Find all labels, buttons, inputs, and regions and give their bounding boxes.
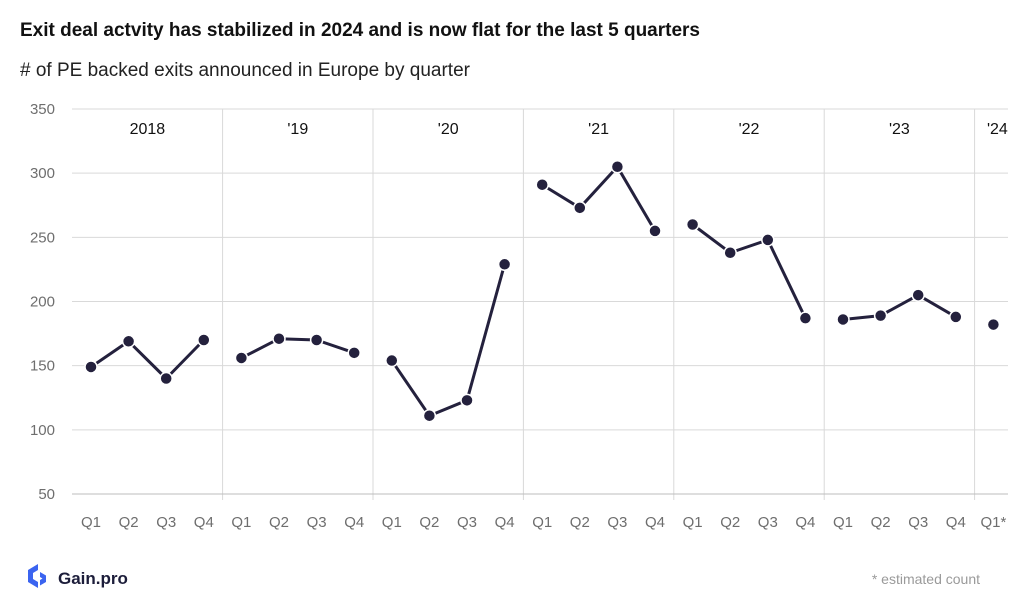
- data-point: [873, 308, 888, 323]
- x-tick-label: Q2: [871, 514, 891, 531]
- year-label: '23: [889, 121, 910, 138]
- y-tick-label: 150: [30, 358, 55, 375]
- series-line: [240, 337, 355, 360]
- y-tick-label: 200: [30, 294, 55, 311]
- x-tick-label: Q1: [833, 514, 853, 531]
- data-point: [535, 177, 549, 192]
- year-label: '19: [287, 121, 308, 138]
- x-tick-label: Q3: [307, 514, 327, 531]
- data-point: [610, 160, 625, 174]
- data-point: [460, 393, 474, 408]
- series-line: [390, 263, 507, 418]
- x-tick-label: Q1*: [980, 514, 1006, 531]
- data-point: [723, 245, 737, 260]
- data-point: [159, 371, 173, 386]
- y-tick-label: 250: [30, 229, 55, 246]
- x-tick-label: Q1: [231, 514, 251, 531]
- y-tick-label: 350: [30, 101, 55, 118]
- x-tick-label: Q3: [758, 514, 778, 531]
- year-label: '21: [588, 121, 609, 138]
- y-tick-label: 300: [30, 165, 55, 182]
- gain-pro-logo-icon: [24, 562, 52, 595]
- x-tick-label: Q1: [532, 514, 552, 531]
- data-point: [347, 346, 361, 360]
- series-line: [842, 293, 957, 321]
- x-tick-label: Q3: [457, 514, 477, 531]
- x-tick-label: Q1: [683, 514, 703, 531]
- chart-subtitle: # of PE backed exits announced in Europe…: [20, 60, 470, 81]
- x-tick-label: Q2: [269, 514, 289, 531]
- series-line: [90, 338, 205, 380]
- x-tick-label: Q2: [119, 514, 139, 531]
- year-label: 2018: [130, 121, 166, 138]
- data-point: [84, 360, 98, 374]
- data-point: [385, 353, 399, 368]
- data-point: [798, 311, 813, 325]
- data-point: [121, 334, 136, 349]
- footnote: * estimated count: [871, 571, 980, 587]
- year-label: '22: [739, 121, 760, 138]
- y-tick-label: 50: [38, 486, 55, 503]
- x-tick-label: Q2: [720, 514, 740, 531]
- x-tick-label: Q2: [419, 514, 439, 531]
- data-point: [197, 333, 211, 347]
- data-point: [685, 217, 700, 232]
- data-point: [648, 224, 662, 238]
- line-chart: 50 100 150 200 250 300 350 2018 '19 '20 '21 '22 '23 '…: [30, 101, 1008, 531]
- brand-name: Gain.pro: [58, 568, 128, 588]
- x-tick-label: Q4: [344, 514, 364, 531]
- data-point: [986, 317, 1001, 332]
- x-tick-label: Q1: [81, 514, 101, 531]
- x-tick-label: Q4: [194, 514, 214, 531]
- y-tick-label: 100: [30, 422, 55, 439]
- year-label: '20: [438, 121, 459, 138]
- x-tick-label: Q3: [908, 514, 928, 531]
- x-tick-label: Q3: [156, 514, 176, 531]
- data-point: [949, 310, 963, 324]
- brand: Gain.pro: [24, 562, 128, 595]
- chart-title: Exit deal actvity has stabilized in 2024…: [20, 20, 700, 41]
- data-point: [497, 257, 512, 272]
- data-point: [234, 351, 249, 365]
- data-point: [573, 201, 587, 215]
- x-tick-label: Q4: [795, 514, 815, 531]
- data-point: [836, 312, 850, 327]
- data-point: [761, 233, 775, 247]
- x-tick-label: Q3: [607, 514, 627, 531]
- x-tick-label: Q1: [382, 514, 402, 531]
- x-tick-label: Q4: [946, 514, 966, 531]
- data-point: [272, 331, 286, 346]
- x-tick-label: Q2: [570, 514, 590, 531]
- data-point: [911, 288, 925, 302]
- data-point: [309, 333, 324, 347]
- x-tick-label: Q4: [645, 514, 665, 531]
- series-line: [541, 165, 657, 232]
- year-label: '24: [987, 121, 1008, 138]
- series-line: [691, 223, 807, 319]
- data-point: [422, 408, 437, 423]
- x-tick-label: Q4: [495, 514, 515, 531]
